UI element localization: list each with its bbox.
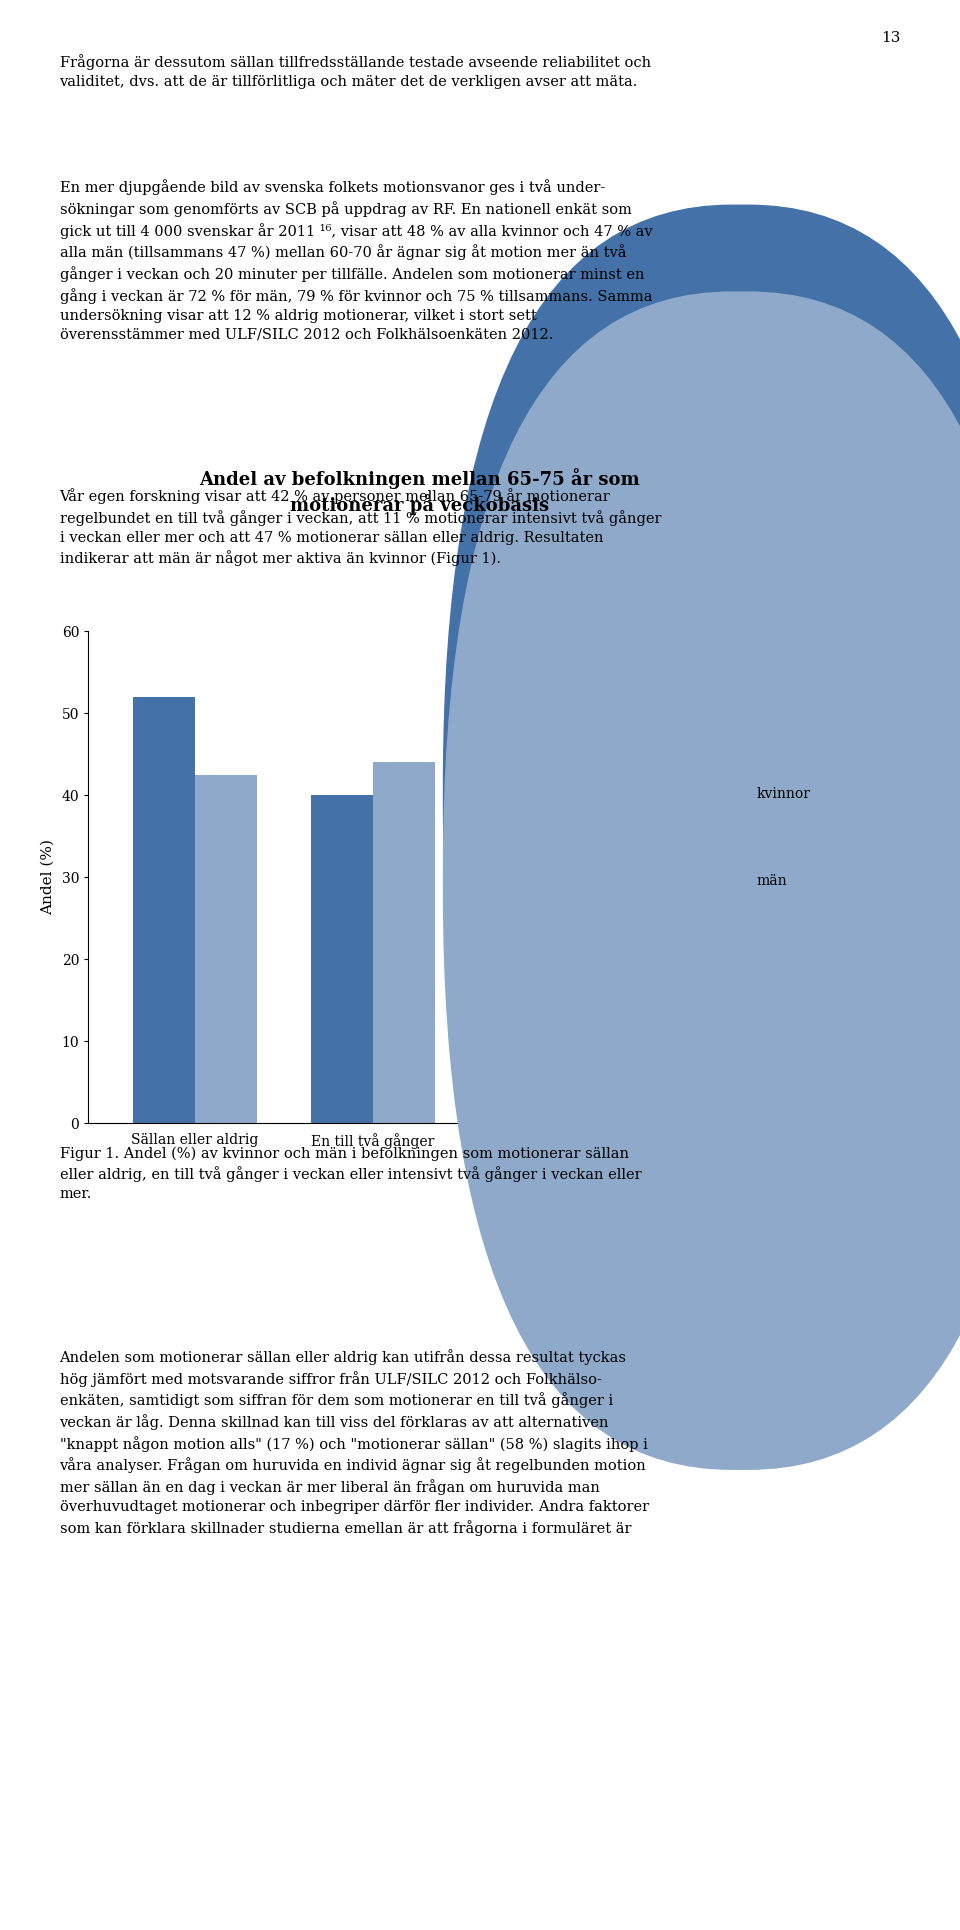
Text: 13: 13: [881, 31, 900, 44]
Bar: [311, 795, 372, 1123]
Text: Andel av befolkningen mellan 65-75 år som
motionerar på veckobasis: Andel av befolkningen mellan 65-75 år so…: [200, 469, 639, 515]
Bar: [195, 774, 257, 1123]
Text: Figur 1. Andel (%) av kvinnor och män i befolkningen som motionerar sällan
eller: Figur 1. Andel (%) av kvinnor och män i …: [60, 1146, 641, 1202]
Bar: [489, 1054, 551, 1123]
Bar: [132, 697, 195, 1123]
Text: En mer djupgående bild av svenska folkets motionsvanor ges i två under-
sökninga: En mer djupgående bild av svenska folket…: [60, 179, 652, 342]
Text: kvinnor: kvinnor: [756, 787, 810, 801]
Bar: [372, 762, 435, 1123]
Bar: [551, 1017, 613, 1123]
Text: Andelen som motionerar sällan eller aldrig kan utifrån dessa resultat tyckas
hög: Andelen som motionerar sällan eller aldr…: [60, 1349, 649, 1536]
Text: Vår egen forskning visar att 42 % av personer mellan 65-79 år motionerar
regelbu: Vår egen forskning visar att 42 % av per…: [60, 488, 661, 565]
Text: Frågorna är dessutom sällan tillfredsställande testade avseende reliabilitet och: Frågorna är dessutom sällan tillfredsstä…: [60, 54, 651, 89]
Text: män: män: [756, 874, 787, 888]
Y-axis label: Andel (%): Andel (%): [40, 840, 55, 915]
